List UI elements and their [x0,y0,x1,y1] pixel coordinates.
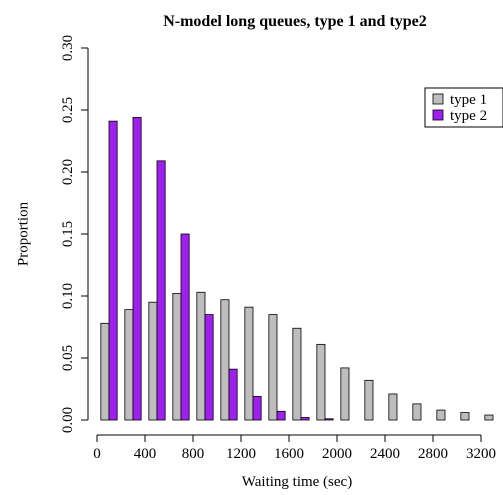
bar [484,414,494,421]
bar [252,396,262,421]
y-tick-label: 0.15 [60,221,76,247]
bar [204,314,214,421]
x-tick-label: 2800 [418,446,448,462]
bar [340,367,350,421]
legend-label: type 1 [450,92,487,108]
bar [324,418,334,421]
y-tick-label: 0.00 [60,407,76,433]
y-tick-label: 0.05 [60,345,76,371]
bar [292,327,302,421]
x-tick-label: 3200 [466,446,496,462]
bar [244,306,254,421]
x-axis-label: Waiting time (sec) [242,474,352,490]
bar [460,412,470,421]
bar [276,410,286,421]
bar [364,379,374,421]
bar [388,393,398,421]
bar [412,403,422,421]
x-tick-label: 2400 [370,446,400,462]
bar [108,120,118,421]
bar [268,314,278,421]
bar [172,293,182,421]
legend-label: type 2 [450,108,487,124]
y-tick-label: 0.25 [60,97,76,123]
bar [316,343,326,421]
bar [220,299,230,421]
y-axis-label: Proportion [15,201,31,266]
chart-title: N-model long queues, type 1 and type2 [163,13,427,30]
bar [148,301,158,421]
x-tick-label: 2000 [322,446,352,462]
bar [228,368,238,421]
y-tick-label: 0.20 [60,159,76,185]
bar [436,409,446,421]
bar [180,233,190,421]
x-tick-label: 400 [134,446,157,462]
x-tick-label: 800 [182,446,205,462]
x-tick-label: 0 [93,446,101,462]
x-tick-label: 1200 [226,446,256,462]
bar [300,417,310,421]
legend-swatch [432,109,444,121]
bar [156,160,166,421]
bar [100,322,110,421]
y-tick-label: 0.10 [60,283,76,309]
bar [196,291,206,421]
bar [132,117,142,421]
x-tick-label: 1600 [274,446,304,462]
y-tick-label: 0.30 [60,35,76,61]
bar [124,309,134,421]
legend-swatch [432,93,444,105]
